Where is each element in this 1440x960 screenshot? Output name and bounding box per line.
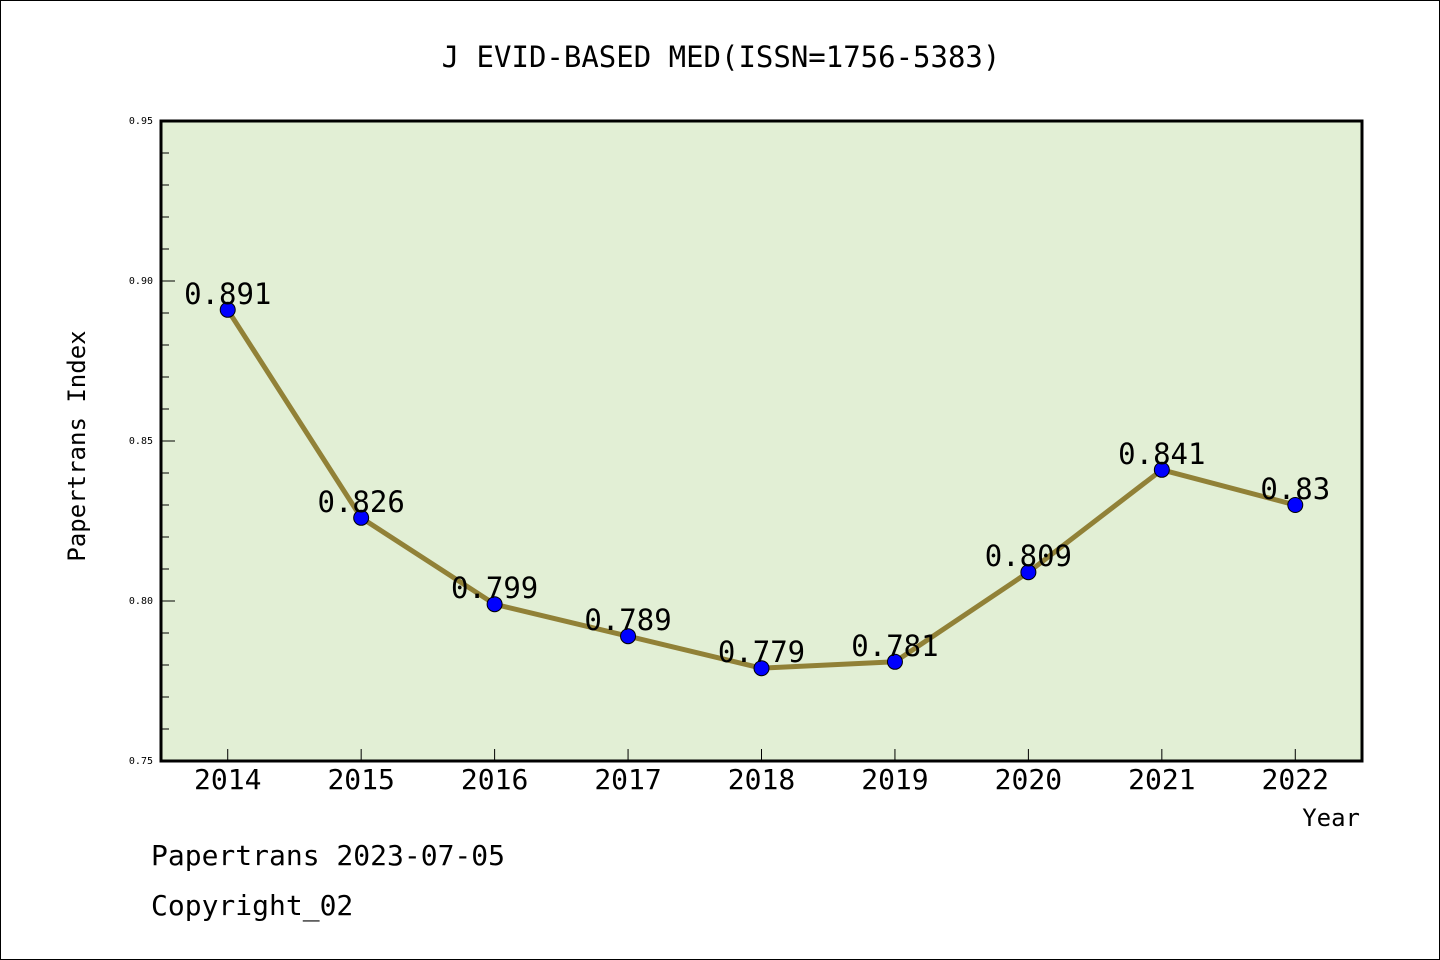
data-label: 0.779 bbox=[718, 635, 805, 669]
x-tick-label: 2015 bbox=[327, 763, 394, 796]
x-tick-labels: 2014 2015 2016 2017 2018 2019 2020 2021 2022 bbox=[194, 763, 1329, 796]
data-label: 0.891 bbox=[184, 277, 271, 311]
footer-date: Papertrans 2023-07-05 bbox=[151, 839, 505, 872]
x-tick-label: 2021 bbox=[1128, 763, 1195, 796]
data-point bbox=[886, 653, 903, 670]
x-axis-label: Year bbox=[1302, 804, 1360, 832]
series-markers bbox=[219, 301, 1304, 677]
y-tick-label: 0.90 bbox=[129, 276, 153, 287]
data-label: 0.83 bbox=[1260, 472, 1330, 506]
plot-frame bbox=[159, 119, 1364, 763]
data-point bbox=[1153, 461, 1170, 478]
x-tick-label: 2020 bbox=[995, 763, 1062, 796]
data-label: 0.826 bbox=[318, 485, 405, 519]
y-tick-labels: 0.75 0.80 0.85 0.90 0.95 bbox=[129, 116, 153, 767]
data-point bbox=[620, 628, 637, 645]
data-label: 0.789 bbox=[584, 603, 671, 637]
data-point bbox=[353, 509, 370, 526]
y-tick-label: 0.80 bbox=[129, 596, 153, 607]
data-point bbox=[1020, 564, 1037, 581]
x-tick-label: 2022 bbox=[1262, 763, 1329, 796]
data-point bbox=[486, 596, 503, 613]
data-label: 0.809 bbox=[985, 539, 1072, 573]
data-point bbox=[753, 660, 770, 677]
data-label: 0.841 bbox=[1118, 437, 1205, 471]
x-tick-label: 2018 bbox=[728, 763, 795, 796]
chart-title: J EVID-BASED MED(ISSN=1756-5383) bbox=[442, 40, 1001, 74]
data-labels: 0.891 0.826 0.799 0.789 0.779 0.781 0.809 0.841… bbox=[184, 277, 1330, 669]
data-point bbox=[1287, 497, 1304, 513]
data-label: 0.781 bbox=[851, 629, 938, 663]
plot-area bbox=[161, 121, 1362, 761]
y-tick-label: 0.75 bbox=[129, 756, 153, 767]
data-label: 0.799 bbox=[451, 571, 538, 605]
x-tick-label: 2019 bbox=[861, 763, 928, 796]
y-tick-label: 0.95 bbox=[129, 116, 153, 127]
y-tick-label: 0.85 bbox=[129, 436, 153, 447]
x-tick-label: 2016 bbox=[461, 763, 528, 796]
x-tick-label: 2014 bbox=[194, 763, 261, 796]
footer-copyright: Copyright_02 bbox=[151, 889, 353, 923]
x-tick-label: 2017 bbox=[594, 763, 661, 796]
y-axis-label: Papertrans Index bbox=[63, 330, 91, 561]
x-ticks bbox=[227, 749, 1296, 761]
data-point bbox=[219, 301, 236, 318]
